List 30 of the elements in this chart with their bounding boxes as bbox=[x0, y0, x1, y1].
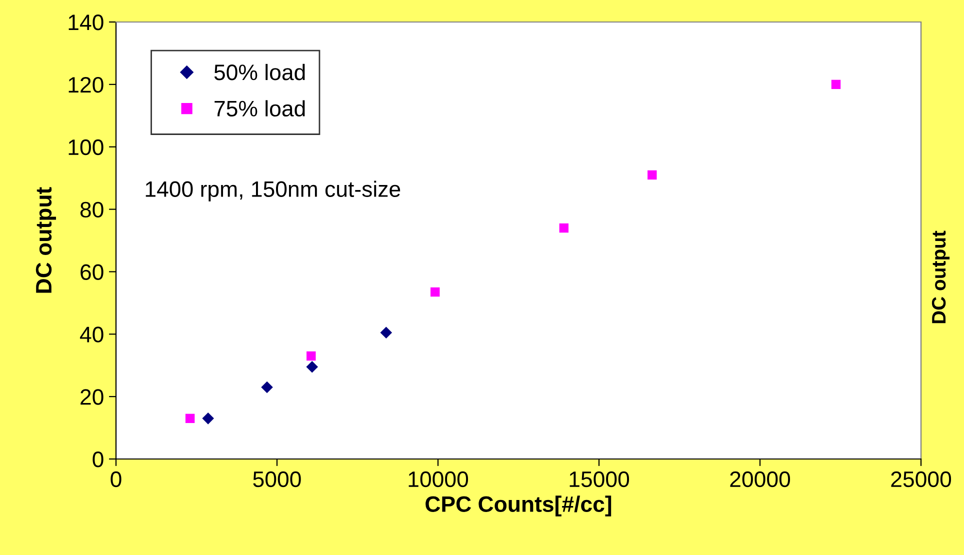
x-tick-label: 15000 bbox=[570, 471, 630, 488]
text: DC output bbox=[932, 230, 950, 324]
x-tick-label: 10000 bbox=[408, 471, 468, 488]
y-tick-label: 140 bbox=[68, 14, 104, 30]
point bbox=[831, 80, 841, 90]
x-tick-label: 25000 bbox=[891, 471, 952, 488]
point bbox=[306, 351, 316, 361]
y-tick-label: 100 bbox=[68, 139, 104, 156]
point bbox=[380, 326, 392, 338]
annotation: 1400 rpm, 150nm cut-size bbox=[146, 180, 400, 202]
x-tick-label: 5000 bbox=[253, 471, 301, 488]
y-axis-title: DC output bbox=[36, 187, 56, 293]
x-axis-title: CPC Counts[#/cc] bbox=[426, 496, 612, 516]
point bbox=[648, 170, 657, 180]
point bbox=[430, 287, 440, 297]
y-tick-label: 40 bbox=[80, 326, 104, 342]
point bbox=[185, 414, 195, 424]
y-tick-label: 60 bbox=[80, 264, 104, 280]
point bbox=[306, 361, 318, 373]
y-tick-label: 80 bbox=[80, 202, 104, 218]
legend-label: 75% load bbox=[214, 100, 305, 117]
y-tick-label: 0 bbox=[92, 452, 104, 468]
y-tick-label: 20 bbox=[80, 389, 104, 405]
point bbox=[559, 223, 569, 233]
x-tick-label: 20000 bbox=[730, 471, 790, 488]
point bbox=[261, 381, 273, 394]
point bbox=[202, 412, 214, 424]
x-tick-label: 0 bbox=[110, 471, 122, 488]
y-tick-label: 120 bbox=[68, 76, 104, 93]
legend-label: 50% load bbox=[214, 64, 305, 80]
